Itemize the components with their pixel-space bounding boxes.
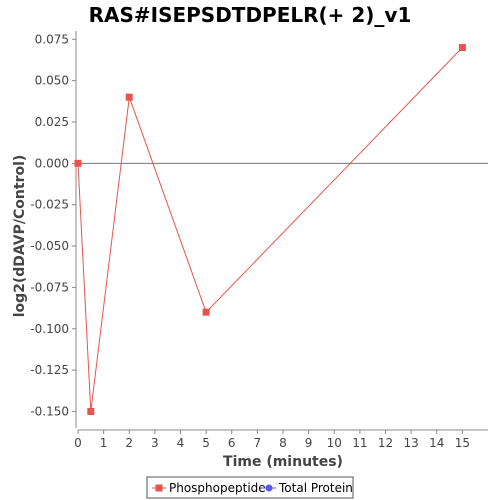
- x-tick-label: 6: [228, 436, 236, 450]
- x-tick-label: 10: [327, 436, 342, 450]
- legend-box: [146, 476, 354, 499]
- x-tick-label: 4: [177, 436, 185, 450]
- y-tick-label: 0.000: [35, 156, 69, 170]
- chart-title: RAS#ISEPSDTDPELR(+ 2)_v1: [89, 3, 412, 27]
- y-tick-label: 0.075: [35, 32, 69, 46]
- x-tick-label: 2: [125, 436, 133, 450]
- y-tick-label: 0.025: [35, 115, 69, 129]
- y-tick-label: -0.150: [30, 404, 69, 418]
- legend-items: Phosphopeptide Total Protein: [152, 481, 353, 495]
- series-points: [74, 44, 466, 415]
- x-tick-label: 1: [100, 436, 108, 450]
- y-tick-label: -0.075: [30, 280, 69, 294]
- legend: Phosphopeptide Total Protein: [146, 476, 354, 499]
- x-tick-label: 12: [378, 436, 393, 450]
- x-tick-label: 7: [254, 436, 262, 450]
- x-axis-ticks: 0 1 2 3 4 5 6 7 8 9 10 11 12 13 14 15: [74, 430, 470, 450]
- x-tick-label: 3: [151, 436, 159, 450]
- y-axis-label: log2(dDAVP/Control): [12, 155, 28, 318]
- data-point: [458, 44, 466, 52]
- x-tick-label: 15: [455, 436, 470, 450]
- y-tick-label: 0.050: [35, 74, 69, 88]
- y-tick-label: -0.125: [30, 363, 69, 377]
- x-axis-label: Time (minutes): [223, 454, 343, 470]
- x-tick-label: 14: [429, 436, 444, 450]
- x-tick-label: 5: [202, 436, 210, 450]
- legend-label: Phosphopeptide: [169, 481, 266, 495]
- legend-marker-circle: [265, 484, 273, 492]
- y-tick-label: -0.025: [30, 198, 69, 212]
- x-tick-label: 13: [403, 436, 418, 450]
- y-axis-ticks: 0.075 0.050 0.025 0.000 -0.025 -0.050 -0.075 -0…: [30, 32, 76, 418]
- plot-area: [78, 31, 488, 428]
- data-point: [202, 308, 210, 316]
- x-tick-label: 9: [305, 436, 313, 450]
- x-tick-label: 0: [74, 436, 82, 450]
- data-point: [87, 407, 95, 415]
- y-tick-label: -0.050: [30, 239, 69, 253]
- legend-label: Total Protein: [278, 481, 353, 495]
- x-tick-label: 8: [279, 436, 287, 450]
- data-point: [74, 159, 82, 167]
- data-point: [125, 93, 133, 101]
- y-tick-label: -0.100: [30, 322, 69, 336]
- legend-marker-square: [155, 484, 163, 492]
- x-tick-label: 11: [352, 436, 367, 450]
